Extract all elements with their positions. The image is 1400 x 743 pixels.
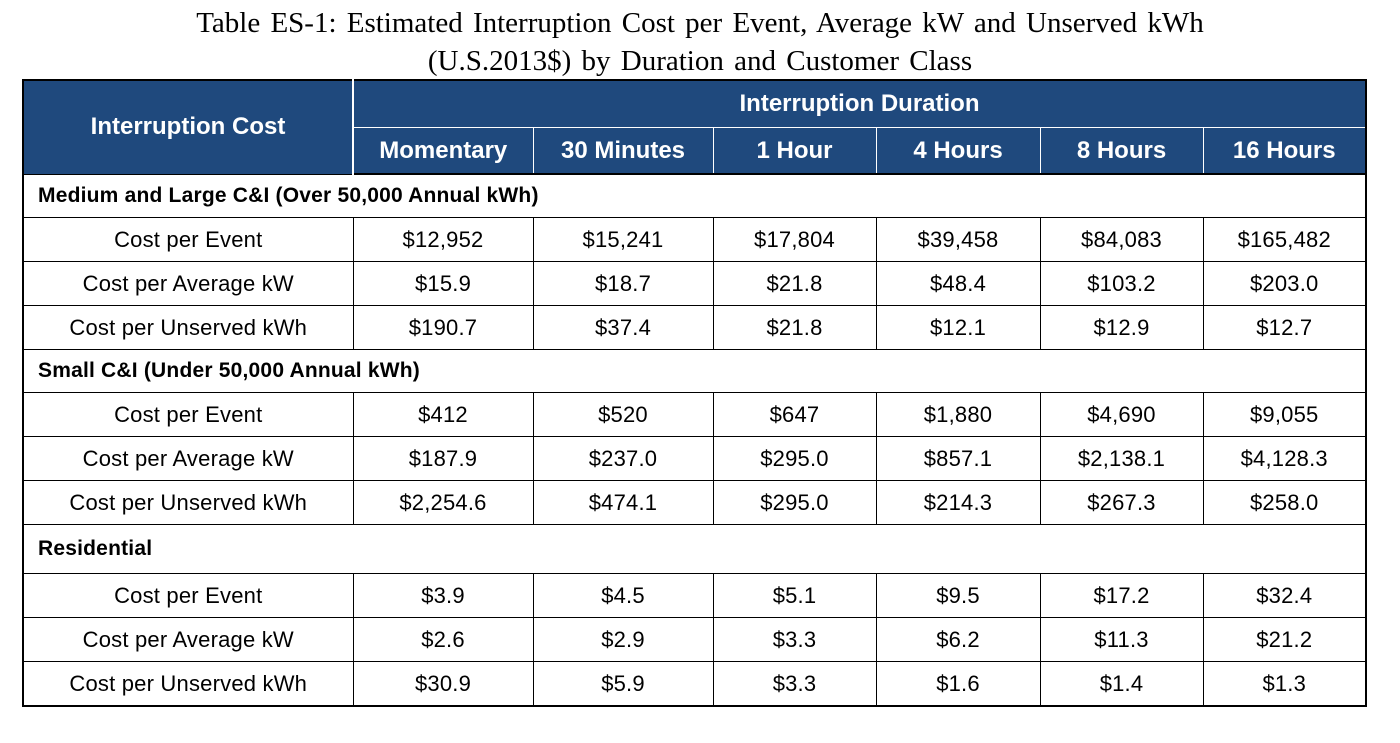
value-cell: $9.5	[875, 573, 1041, 618]
section-row: Medium and Large C&I (Over 50,000 Annual…	[21, 173, 1368, 218]
table-row: Cost per Unserved kWh $30.9 $5.9 $3.3 $1.6 $1…	[22, 661, 1368, 707]
duration-header: 30 Minutes	[532, 127, 714, 175]
value-cell: $2,254.6	[352, 480, 534, 525]
value-cell: $9,055	[1202, 392, 1368, 437]
duration-header: 8 Hours	[1039, 127, 1204, 175]
value-cell: $187.9	[352, 436, 534, 481]
value-cell: $237.0	[532, 436, 714, 481]
value-cell: $1.4	[1039, 661, 1204, 707]
value-cell: $30.9	[352, 661, 534, 707]
value-cell: $295.0	[712, 436, 877, 481]
value-cell: $17.2	[1039, 573, 1204, 618]
value-cell: $2.6	[352, 617, 534, 662]
table-row: Cost per Unserved kWh $2,254.6 $474.1 $295.…	[22, 480, 1368, 525]
section-title: Residential	[21, 524, 1368, 574]
value-cell: $48.4	[875, 261, 1041, 306]
caption-line-1: Table ES-1: Estimated Interruption Cost …	[196, 7, 1204, 39]
header-row-durations: Momentary 30 Minutes 1 Hour 4 Hours 8 Ho…	[23, 127, 1368, 175]
table-row: Cost per Average kW $187.9 $237.0 $295.0 $85…	[22, 436, 1368, 481]
value-cell: $12,952	[352, 217, 534, 262]
table-row: Cost per Event $12,952 $15,241 $17,804 $39,4…	[22, 217, 1368, 262]
value-cell: $15,241	[532, 217, 714, 262]
duration-header: 1 Hour	[712, 127, 877, 175]
section-title: Small C&I (Under 50,000 Annual kWh)	[21, 349, 1368, 393]
value-cell: $18.7	[532, 261, 714, 306]
duration-header: Momentary	[352, 127, 534, 175]
value-cell: $2,138.1	[1039, 436, 1204, 481]
value-cell: $21.8	[712, 261, 877, 306]
value-cell: $165,482	[1202, 217, 1368, 262]
value-cell: $1.6	[875, 661, 1041, 707]
row-label: Cost per Event	[22, 392, 354, 437]
value-cell: $647	[712, 392, 877, 437]
value-cell: $412	[352, 392, 534, 437]
value-cell: $1,880	[875, 392, 1041, 437]
row-label: Cost per Event	[22, 573, 354, 618]
value-cell: $4.5	[532, 573, 714, 618]
table-row: Cost per Unserved kWh $190.7 $37.4 $21.8 $12…	[22, 305, 1368, 350]
section-row: Residential	[21, 524, 1368, 574]
value-cell: $37.4	[532, 305, 714, 350]
value-cell: $474.1	[532, 480, 714, 525]
row-label: Cost per Average kW	[22, 436, 354, 481]
corner-header: Interruption Cost	[22, 79, 354, 174]
value-cell: $15.9	[352, 261, 534, 306]
table-body: Medium and Large C&I (Over 50,000 Annual…	[21, 173, 1368, 707]
value-cell: $21.2	[1202, 617, 1368, 662]
value-cell: $258.0	[1202, 480, 1368, 525]
table-row: Cost per Event $412 $520 $647 $1,880 $4,690 $9…	[22, 392, 1368, 437]
value-cell: $11.3	[1039, 617, 1204, 662]
value-cell: $12.1	[875, 305, 1041, 350]
row-label: Cost per Event	[22, 217, 354, 262]
row-label: Cost per Average kW	[22, 261, 354, 306]
value-cell: $3.3	[712, 661, 877, 707]
value-cell: $857.1	[875, 436, 1041, 481]
value-cell: $84,083	[1039, 217, 1204, 262]
value-cell: $12.7	[1202, 305, 1368, 350]
value-cell: $6.2	[875, 617, 1041, 662]
table-row: Cost per Average kW $2.6 $2.9 $3.3 $6.2 $11.3…	[22, 617, 1368, 662]
row-label: Cost per Unserved kWh	[22, 661, 354, 707]
header-row-group: Interruption Cost Interruption Duration	[22, 79, 1368, 174]
value-cell: $267.3	[1039, 480, 1204, 525]
value-cell: $2.9	[532, 617, 714, 662]
table-caption: Table ES-1: Estimated Interruption Cost …	[0, 4, 1400, 80]
row-label: Cost per Average kW	[22, 617, 354, 662]
value-cell: $39,458	[875, 217, 1041, 262]
value-cell: $5.9	[532, 661, 714, 707]
value-cell: $21.8	[712, 305, 877, 350]
caption-line-2: (U.S.2013$) by Duration and Customer Cla…	[427, 45, 973, 77]
interruption-cost-table: Interruption Cost Interruption Duration …	[21, 79, 1368, 707]
value-cell: $520	[532, 392, 714, 437]
value-cell: $3.9	[352, 573, 534, 618]
value-cell: $214.3	[875, 480, 1041, 525]
value-cell: $1.3	[1202, 661, 1368, 707]
value-cell: $12.9	[1039, 305, 1204, 350]
section-row: Small C&I (Under 50,000 Annual kWh)	[21, 349, 1368, 393]
value-cell: $5.1	[712, 573, 877, 618]
table-row: Cost per Average kW $15.9 $18.7 $21.8 $48.4 $…	[22, 261, 1368, 306]
duration-header: 4 Hours	[875, 127, 1041, 175]
value-cell: $3.3	[712, 617, 877, 662]
value-cell: $4,690	[1039, 392, 1204, 437]
value-cell: $32.4	[1202, 573, 1368, 618]
value-cell: $103.2	[1039, 261, 1204, 306]
value-cell: $4,128.3	[1202, 436, 1368, 481]
row-label: Cost per Unserved kWh	[22, 480, 354, 525]
value-cell: $17,804	[712, 217, 877, 262]
section-title: Medium and Large C&I (Over 50,000 Annual…	[21, 173, 1368, 218]
value-cell: $203.0	[1202, 261, 1368, 306]
value-cell: $190.7	[352, 305, 534, 350]
duration-header: 16 Hours	[1202, 127, 1368, 175]
table-row: Cost per Event $3.9 $4.5 $5.1 $9.5 $17.2 $32.4	[22, 573, 1368, 618]
value-cell: $295.0	[712, 480, 877, 525]
row-label: Cost per Unserved kWh	[22, 305, 354, 350]
table-header: Interruption Cost Interruption Duration …	[22, 79, 1368, 175]
duration-group-header: Interruption Duration	[352, 79, 1368, 128]
